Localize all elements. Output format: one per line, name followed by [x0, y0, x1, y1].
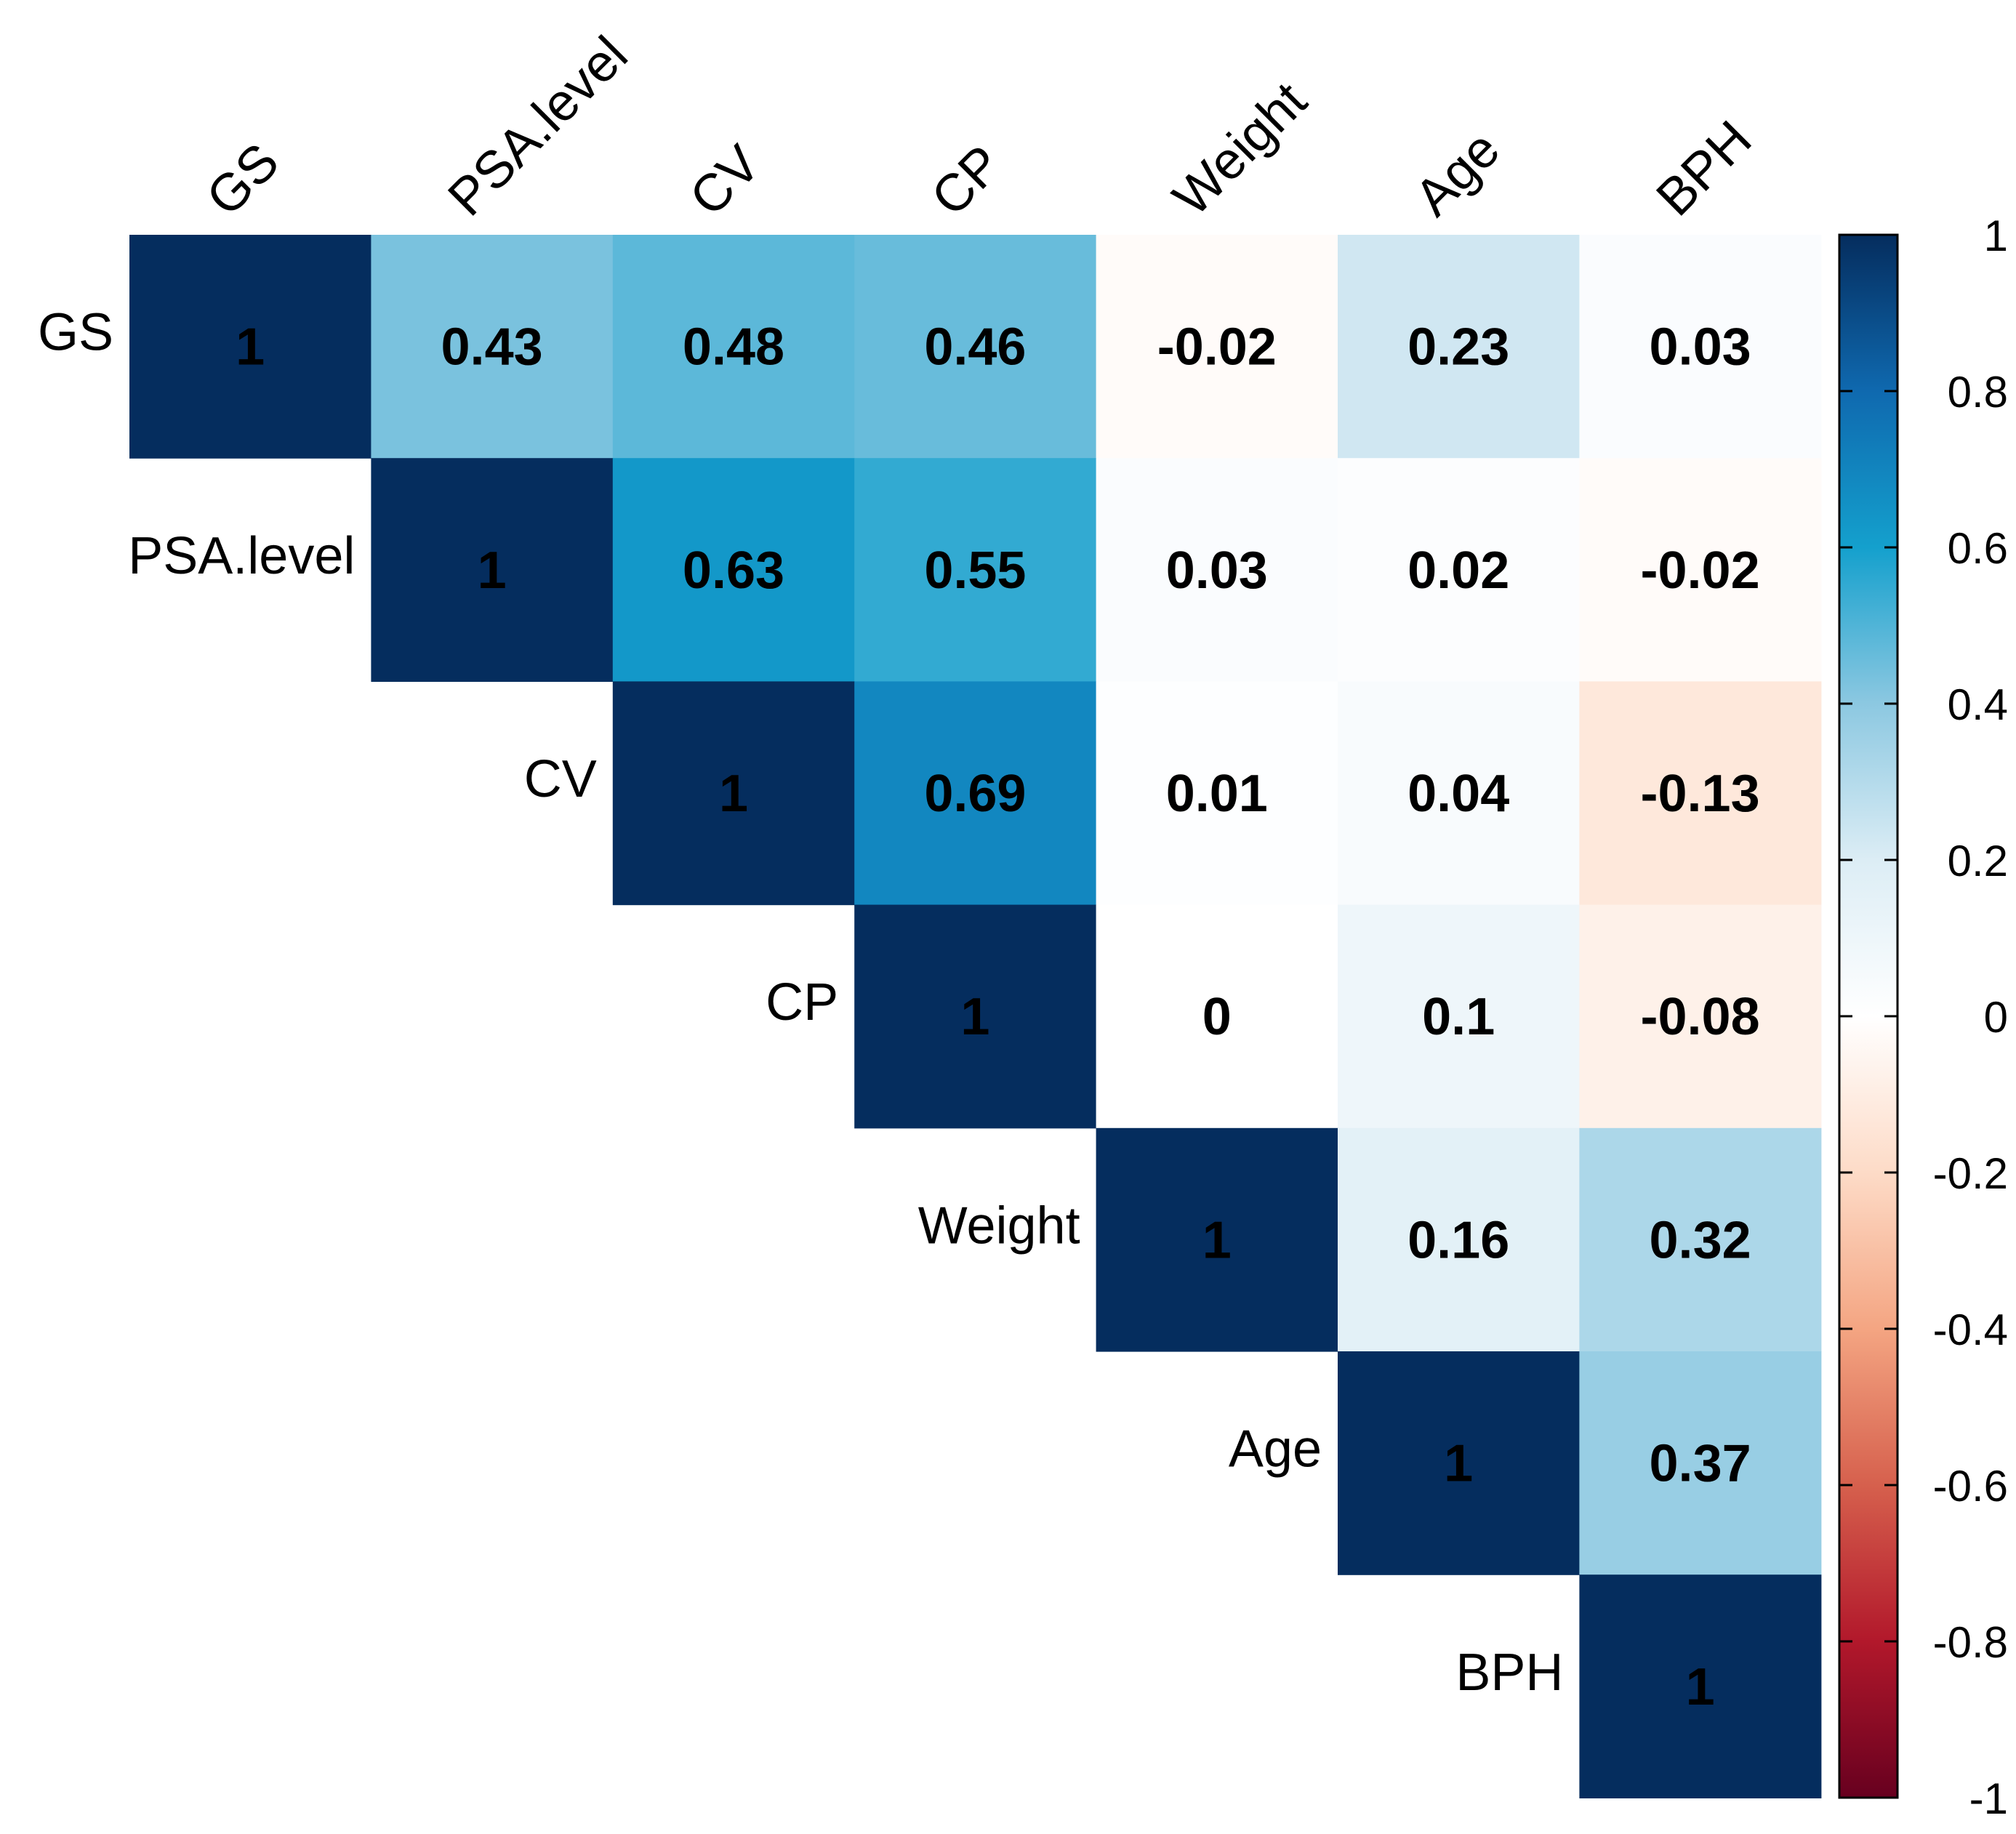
cell-value-Age-Age: 1: [1444, 1435, 1473, 1493]
heatmap-cell-GS-CP: [854, 235, 1097, 459]
heatmap-cell-PSA.level-Age: [1338, 458, 1580, 682]
cell-value-CV-BPH: -0.13: [1641, 765, 1760, 823]
cell-value-PSA.level-CV: 0.63: [683, 542, 784, 600]
colorbar-tick-label: 0.2: [1948, 837, 2008, 885]
row-label-GS: GS: [38, 304, 113, 362]
heatmap-cell-CP-CP: [854, 904, 1097, 1129]
cell-value-CV-CP: 0.69: [924, 765, 1026, 823]
heatmap-cell-GS-BPH: [1579, 235, 1822, 459]
heatmap-cell-Age-Age: [1338, 1351, 1580, 1575]
column-label-CV: CV: [679, 134, 771, 227]
heatmap-cell-GS-Weight: [1096, 235, 1338, 459]
cell-value-CP-BPH: -0.08: [1641, 988, 1760, 1046]
cell-value-PSA.level-Weight: 0.03: [1166, 542, 1268, 600]
cell-value-CP-CP: 1: [960, 988, 989, 1046]
column-label-CP: CP: [920, 134, 1013, 227]
column-label-GS: GS: [196, 132, 290, 227]
cell-value-GS-PSA.level: 0.43: [441, 318, 543, 377]
column-label-Weight: Weight: [1162, 71, 1318, 227]
row-label-CP: CP: [766, 973, 838, 1031]
colorbar-tick-label: -0.4: [1933, 1306, 2008, 1354]
heatmap-cell-CV-Weight: [1096, 681, 1338, 906]
heatmap-cell-BPH-BPH: [1579, 1574, 1822, 1798]
heatmap-cell-Age-BPH: [1579, 1351, 1822, 1575]
column-label-BPH: BPH: [1645, 110, 1762, 227]
cell-value-CP-Age: 0.1: [1422, 988, 1495, 1046]
row-label-PSA.level: PSA.level: [128, 527, 355, 585]
row-label-Age: Age: [1229, 1420, 1322, 1479]
cell-value-PSA.level-PSA.level: 1: [478, 542, 507, 600]
colorbar-tick-label: 0.6: [1948, 524, 2008, 573]
cell-value-Weight-Weight: 1: [1202, 1211, 1232, 1269]
cell-value-PSA.level-CP: 0.55: [924, 542, 1026, 600]
heatmap-cell-CP-Age: [1338, 904, 1580, 1129]
heatmap-cell-GS-GS: [129, 235, 372, 459]
colorbar-tick-label: -0.2: [1933, 1149, 2008, 1198]
heatmap-cell-PSA.level-PSA.level: [371, 458, 614, 682]
heatmap-cell-CV-BPH: [1579, 681, 1822, 906]
column-label-PSA.level: PSA.level: [437, 25, 638, 227]
heatmap-cell-CV-CV: [612, 681, 855, 906]
heatmap-cell-Weight-Weight: [1096, 1127, 1338, 1352]
colorbar-tick-label: 0: [1984, 993, 2008, 1042]
heatmap-cell-CV-CP: [854, 681, 1097, 906]
cell-value-Weight-BPH: 0.32: [1650, 1211, 1751, 1269]
heatmap-cell-labels: 1 0.43 0.48 0.46 -0.02 0.23 0.03 1 0.63 0.55 0.03 0…: [236, 318, 1759, 1716]
column-label-Age: Age: [1404, 120, 1511, 227]
colorbar-tick-label: -0.8: [1933, 1618, 2008, 1667]
row-label-Weight: Weight: [918, 1196, 1080, 1255]
cell-value-GS-BPH: 0.03: [1650, 318, 1751, 377]
heatmap-cell-CP-BPH: [1579, 904, 1822, 1129]
colorbar: 1 0.8 0.6 0.4 0.2 0 -0.2 -0.4 -0.6 -0.8 -1: [1838, 212, 2008, 1823]
heatmap-cell-Weight-BPH: [1579, 1127, 1822, 1352]
heatmap-cell-GS-CV: [612, 235, 855, 459]
cell-value-PSA.level-BPH: -0.02: [1641, 542, 1760, 600]
cell-value-Weight-Age: 0.16: [1407, 1211, 1509, 1269]
cell-value-GS-Weight: -0.02: [1157, 318, 1277, 377]
colorbar-tick-label: -0.6: [1933, 1462, 2008, 1511]
heatmap-cell-CV-Age: [1338, 681, 1580, 906]
heatmap-cell-PSA.level-Weight: [1096, 458, 1338, 682]
heatmap-cell-GS-PSA.level: [371, 235, 614, 459]
heatmap-cells: [129, 235, 1822, 1798]
colorbar-tick-label: -1: [1969, 1774, 2008, 1823]
cell-value-GS-Age: 0.23: [1407, 318, 1509, 377]
cell-value-CV-Weight: 0.01: [1166, 765, 1268, 823]
heatmap-cell-PSA.level-CV: [612, 458, 855, 682]
cell-value-Age-BPH: 0.37: [1650, 1435, 1751, 1493]
heatmap-cell-Weight-Age: [1338, 1127, 1580, 1352]
cell-value-CV-CV: 1: [719, 765, 748, 823]
column-labels: GS PSA.level CV CP Weight Age BPH: [196, 25, 1763, 227]
colorbar-tick-label: 1: [1984, 212, 2008, 260]
cell-value-PSA.level-Age: 0.02: [1407, 542, 1509, 600]
row-label-BPH: BPH: [1455, 1644, 1563, 1702]
cell-value-BPH-BPH: 1: [1686, 1658, 1715, 1716]
row-labels: GS PSA.level CV CP Weight Age BPH: [38, 304, 1563, 1702]
heatmap-cell-GS-Age: [1338, 235, 1580, 459]
cell-value-CP-Weight: 0: [1202, 988, 1232, 1046]
colorbar-tick-label: 0.4: [1948, 680, 2008, 729]
heatmap-cell-CP-Weight: [1096, 904, 1338, 1129]
row-label-CV: CV: [524, 750, 597, 808]
colorbar-tick-label: 0.8: [1948, 368, 2008, 417]
cell-value-CV-Age: 0.04: [1407, 765, 1509, 823]
heatmap-cell-PSA.level-BPH: [1579, 458, 1822, 682]
cell-value-GS-CV: 0.48: [683, 318, 784, 377]
cell-value-GS-CP: 0.46: [924, 318, 1026, 377]
heatmap-cell-PSA.level-CP: [854, 458, 1097, 682]
cell-value-GS-GS: 1: [236, 318, 265, 377]
